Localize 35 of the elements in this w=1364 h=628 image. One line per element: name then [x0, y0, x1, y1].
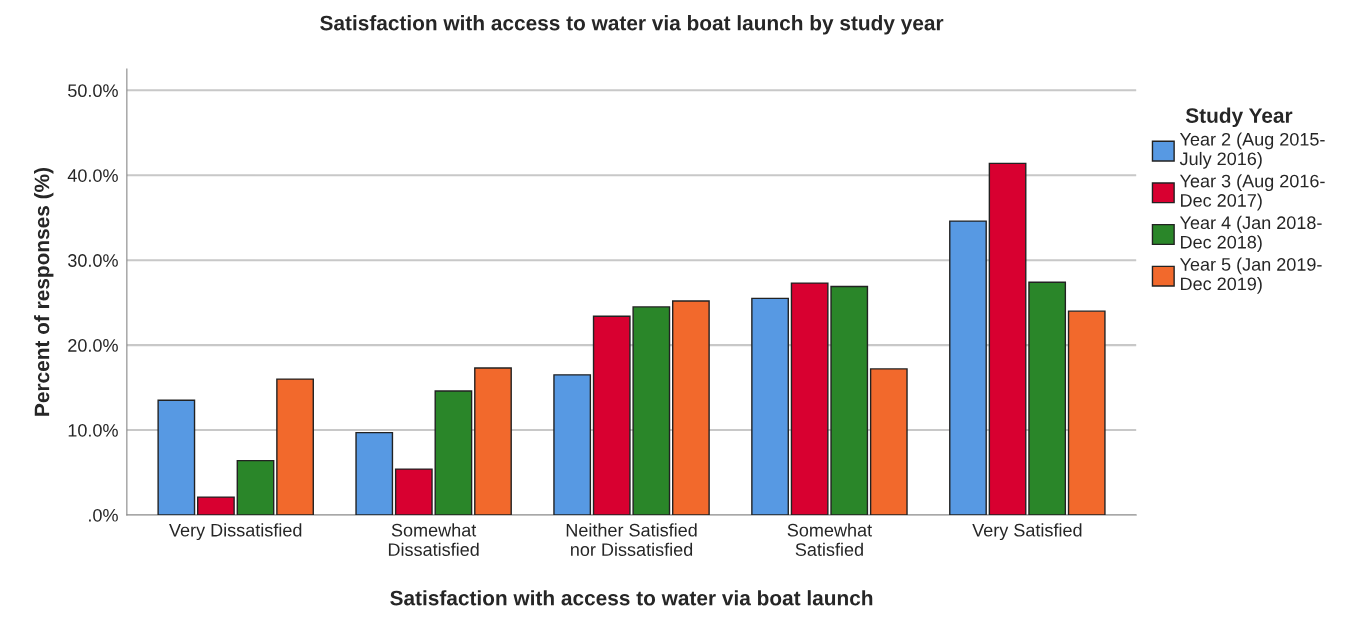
bar [949, 220, 987, 515]
bar [434, 390, 473, 515]
bar [553, 374, 592, 515]
bar [355, 431, 394, 515]
legend-label: Year 4 (Jan 2018- Dec 2018) [1179, 215, 1322, 253]
bar [276, 378, 314, 515]
y-tick-label: 50.0% [68, 84, 118, 98]
x-tick-label: Somewhat Satisfied [787, 523, 872, 556]
y-tick-label: 10.0% [68, 423, 118, 437]
bar [672, 300, 710, 515]
legend-label: Year 5 (Jan 2019- Dec 2019) [1179, 257, 1322, 294]
bar [474, 367, 512, 515]
y-tick-label: 30.0% [68, 254, 118, 267]
bar [869, 368, 908, 515]
bar [1067, 310, 1106, 515]
legend-title: Study Year [1185, 107, 1293, 128]
bar [236, 459, 275, 515]
x-tick-label: Somewhat Dissatisfied [388, 523, 479, 556]
y-axis-title: Percent of responses (%) [34, 168, 54, 416]
bar [157, 399, 196, 515]
x-tick-label: Very Satisfied [972, 523, 1082, 541]
x-tick-label: Very Dissatisfied [169, 523, 302, 541]
bar [988, 162, 1027, 515]
x-tick-label: Neither Satisfied nor Dissatisfied [566, 523, 697, 556]
bar [394, 468, 433, 515]
chart-title: Satisfaction with access to water via boat launch by study year [320, 15, 944, 35]
bar [1028, 281, 1067, 515]
y-tick-label: 20.0% [68, 339, 118, 352]
x-axis-title: Satisfaction with access to water via boat launch [390, 590, 873, 606]
legend-label: Year 3 (Aug 2016- Dec 2017) [1179, 174, 1325, 211]
bar [197, 496, 235, 515]
y-tick-label: .0% [89, 508, 118, 522]
bar [751, 297, 789, 515]
y-tick-label: 40.0% [67, 169, 118, 182]
legend-label: Year 2 (Aug 2015- July 2016) [1179, 132, 1325, 169]
